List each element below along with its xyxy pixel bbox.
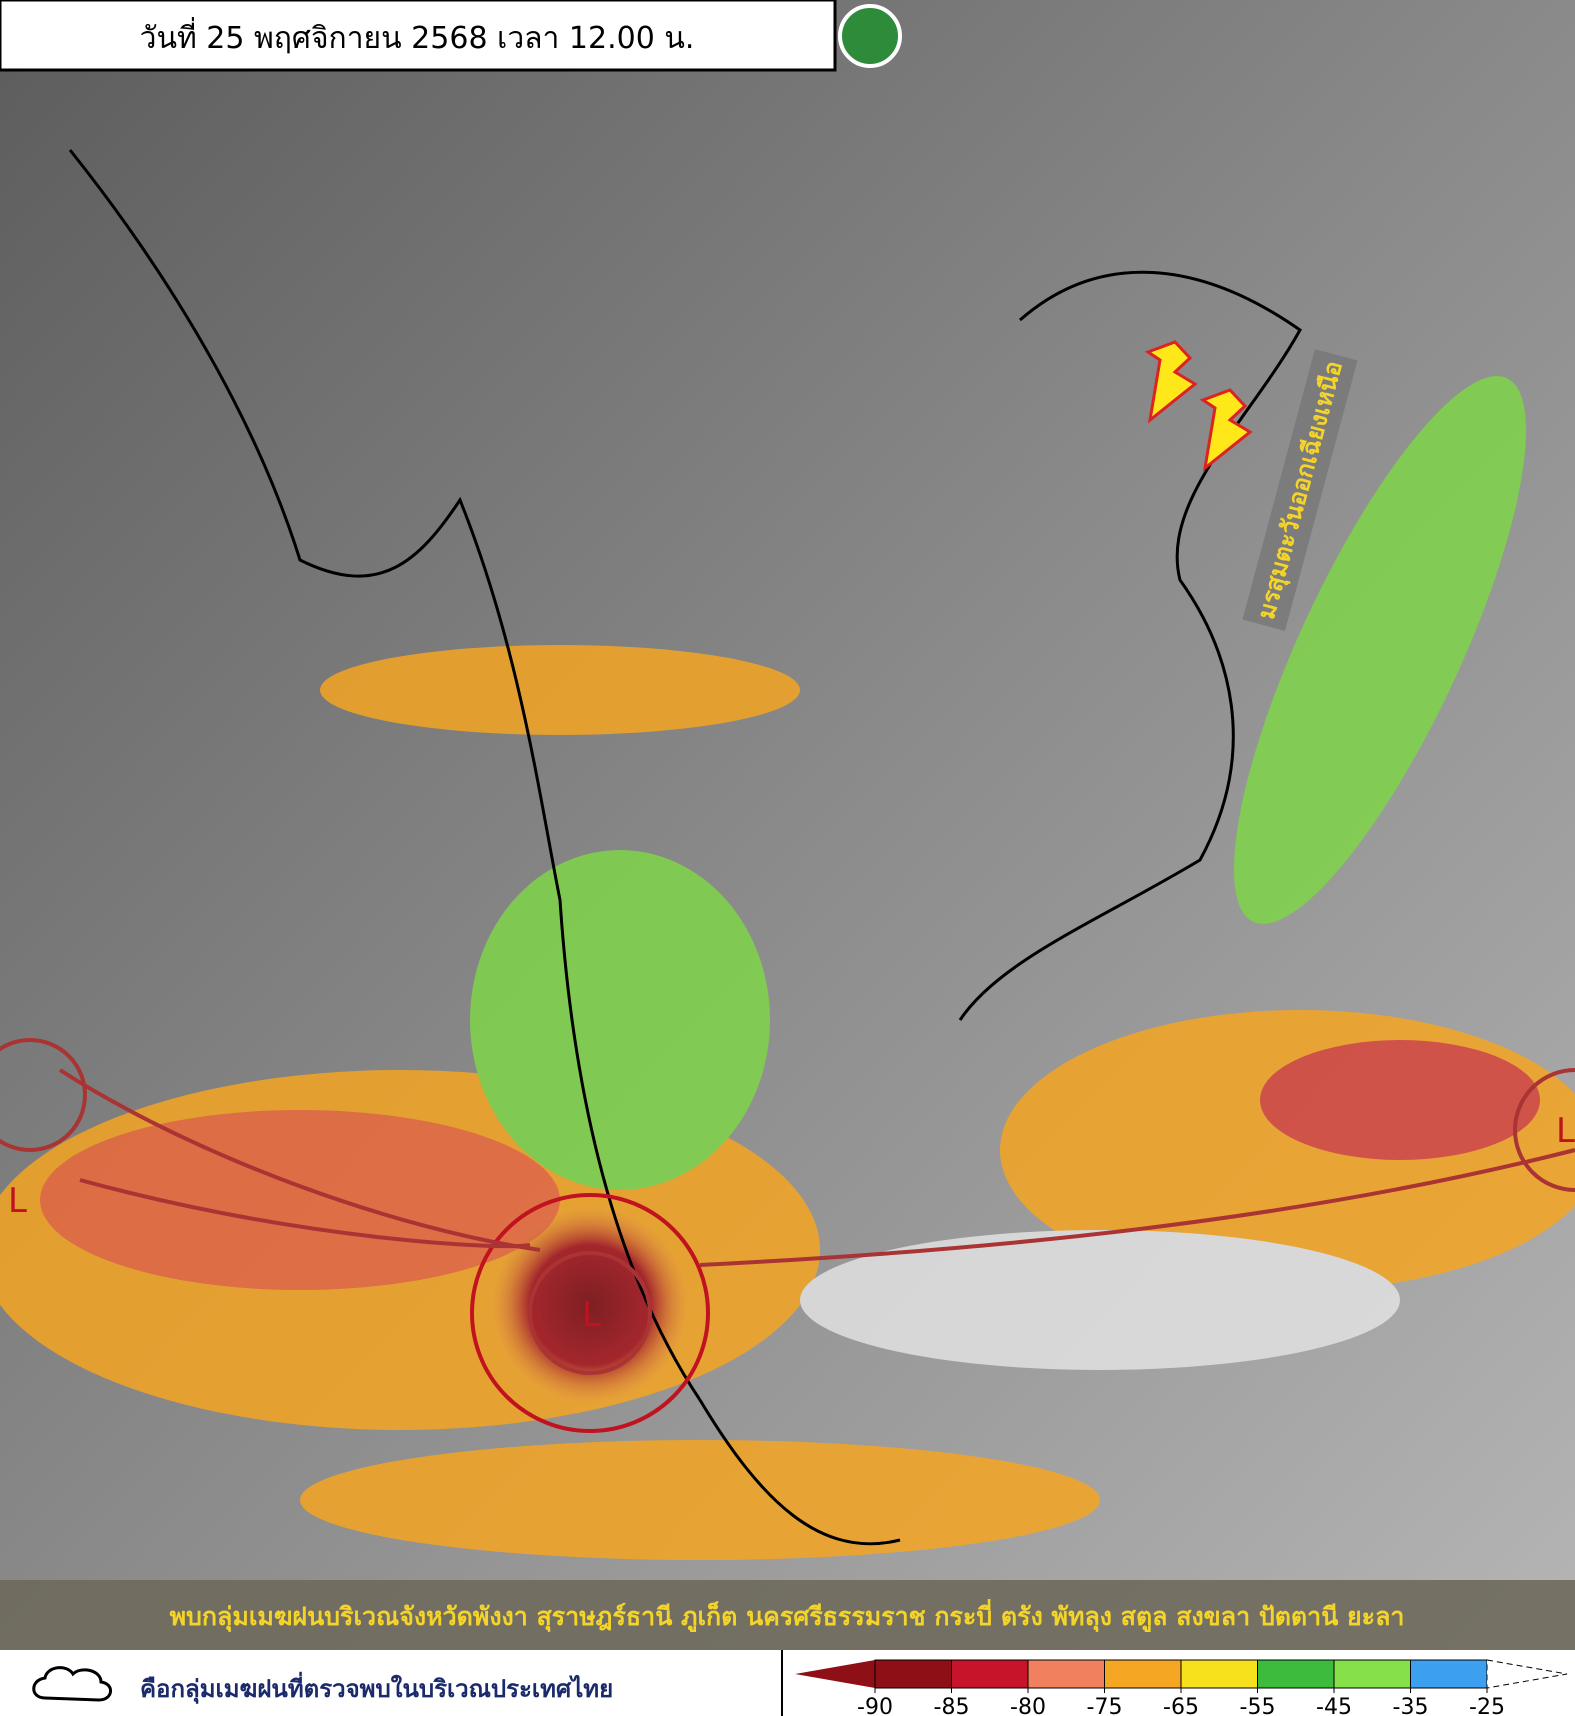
logo: [838, 4, 902, 68]
scale-tick-label: -55: [1240, 1695, 1276, 1716]
cloud-field: [0, 376, 1575, 1560]
scale-tick-label: -75: [1087, 1695, 1123, 1716]
low-label: L: [582, 1295, 601, 1335]
caption: พบกลุ่มเมฆฝนบริเวณจังหวัดพังงา สุราษฎร์ธ…: [170, 1599, 1405, 1633]
scale-segment: [1027, 1659, 1105, 1689]
cloud-note: คือกลุ่มเมฆฝนที่ตรวจพบในบริเวณประเทศไทย: [140, 1671, 613, 1705]
scale-tick-label: -65: [1163, 1695, 1199, 1716]
coastlines: [68, 149, 1302, 1546]
scale-segment: [1333, 1659, 1411, 1689]
low-labels: L L L: [8, 1111, 1575, 1335]
trough-lines: [0, 1038, 1575, 1433]
monsoon-arrows: [1144, 340, 1253, 472]
scale-tick-label: -80: [1010, 1695, 1046, 1716]
scale-segment: [1410, 1659, 1488, 1689]
cloud-icon: [32, 1666, 112, 1702]
scale-tick-label: -25: [1469, 1695, 1505, 1716]
header-box: [0, 0, 837, 72]
scale-arrow-left: [795, 1660, 875, 1688]
header-title: วันที่ 25 พฤศจิกายน 2568 เวลา 12.00 น.: [140, 17, 695, 56]
scale-segment: [1257, 1659, 1335, 1689]
scale-tick-label: -35: [1393, 1695, 1429, 1716]
scale-segment: [874, 1659, 952, 1689]
scale-segment: [1180, 1659, 1258, 1689]
scale-segment: [951, 1659, 1029, 1689]
color-scale: -90 -85 -80 -75 -65 -55 -45 -35 -25: [795, 1659, 1568, 1716]
scale-tick-label: -90: [857, 1695, 893, 1716]
low-label: L: [8, 1181, 27, 1221]
scale-arrow-right: [1486, 1659, 1568, 1689]
low-label: L: [1556, 1111, 1575, 1151]
caption-bar: [0, 1580, 1575, 1650]
scale-segment: [1104, 1659, 1182, 1689]
scale-tick-label: -45: [1316, 1695, 1352, 1716]
scale-tick-label: -85: [934, 1695, 970, 1716]
